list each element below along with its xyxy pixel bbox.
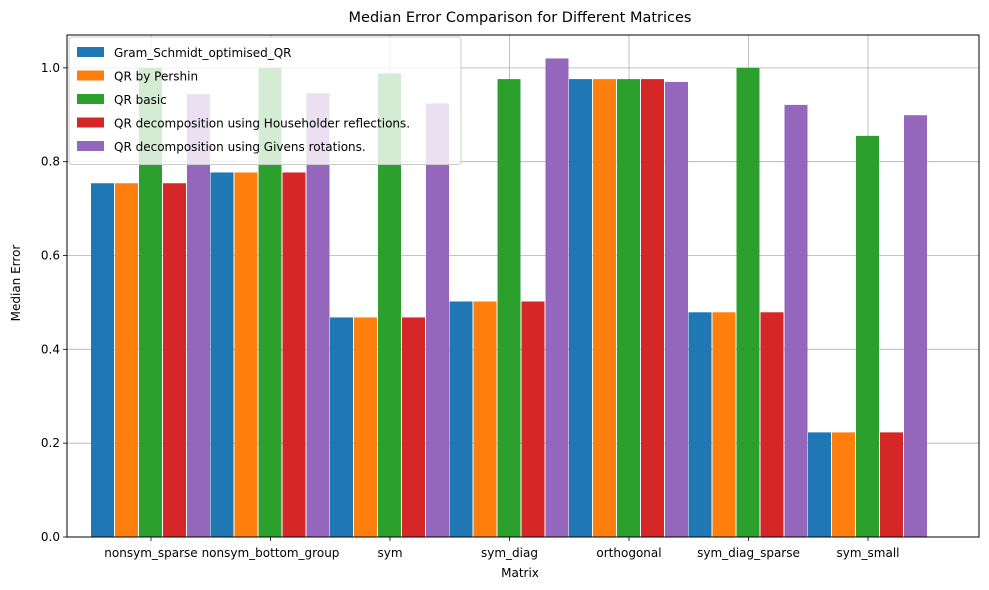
y-tick-label: 0.8 (41, 155, 60, 169)
bar-orthogonal-series-4 (665, 81, 688, 537)
legend-swatch (77, 117, 104, 128)
x-tick-label: sym_diag_sparse (697, 546, 800, 560)
bar-sym_small-series-3 (880, 432, 903, 537)
legend-swatch (77, 94, 104, 104)
legend-label: QR decomposition using Givens rotations. (114, 140, 366, 154)
plot-frame (66, 34, 980, 538)
bar-nonsym_sparse-series-1 (115, 183, 138, 537)
bar-sym_diag-series-2 (497, 79, 521, 537)
bar-nonsym_bottom_group-series-0 (210, 172, 234, 537)
bar-orthogonal-series-0 (569, 79, 592, 537)
bar-sym_small-series-2 (856, 135, 879, 538)
bar-sym_diag_sparse-series-1 (712, 312, 736, 537)
y-tick-label: 0.0 (41, 530, 60, 544)
legend-swatch (77, 141, 104, 151)
bar-nonsym_bottom_group-series-3 (282, 172, 306, 537)
bar-orthogonal-series-3 (641, 79, 664, 537)
bar-sym_diag-series-4 (545, 58, 569, 537)
x-tick-label: sym_small (836, 546, 899, 560)
y-tick-label: 1.0 (41, 61, 60, 75)
bar-sym-series-2 (378, 73, 401, 537)
x-tick-label: orthogonal (596, 546, 661, 560)
y-tick-label: 0.4 (41, 342, 60, 356)
bar-nonsym_bottom_group-series-4 (306, 93, 330, 538)
bar-nonsym_bottom_group-series-2 (258, 67, 282, 537)
y-tick-label: 0.6 (41, 249, 60, 263)
x-tick-label: sym_diag (481, 546, 538, 560)
legend-label: QR basic (114, 93, 167, 107)
bar-sym_diag-series-1 (473, 301, 497, 537)
bar-sym-series-0 (330, 317, 353, 537)
bar-sym_small-series-0 (808, 432, 831, 537)
bar-nonsym_sparse-series-3 (163, 183, 186, 537)
bar-sym_diag_sparse-series-2 (736, 67, 760, 537)
legend-label: QR by Pershin (114, 70, 198, 84)
bar-sym-series-1 (354, 317, 377, 537)
bar-nonsym_bottom_group-series-1 (234, 172, 258, 537)
x-axis-ticks: nonsym_sparse nonsym_bottom_group sym sym_d… (104, 537, 900, 560)
bar-nonsym_sparse-series-2 (139, 67, 162, 537)
y-axis-title: Median Error (9, 245, 23, 322)
bars (91, 58, 927, 538)
bar-nonsym_sparse-series-0 (91, 183, 114, 537)
x-tick-label: nonsym_bottom_group (202, 546, 340, 560)
y-axis-ticks: 0.0 0.2 0.4 0.6 0.8 1.0 (41, 61, 67, 544)
y-tick-label: 0.2 (41, 436, 60, 450)
bar-sym_small-series-1 (832, 432, 855, 537)
legend-label: QR decomposition using Householder refle… (114, 117, 410, 131)
bar-sym_diag_sparse-series-4 (784, 104, 808, 538)
legend-swatch (77, 47, 104, 57)
x-axis-title: Matrix (501, 566, 539, 580)
bar-orthogonal-series-1 (593, 79, 616, 537)
bar-sym-series-3 (402, 317, 425, 537)
bar-sym_diag-series-0 (449, 301, 473, 537)
legend-box (68, 36, 462, 165)
bar-orthogonal-series-2 (617, 79, 640, 537)
x-tick-label: sym (377, 546, 402, 560)
bar-sym_diag_sparse-series-3 (760, 312, 784, 537)
chart-title: Median Error Comparison for Different Ma… (349, 10, 692, 26)
bar-sym_diag_sparse-series-0 (688, 312, 712, 537)
bar-sym_diag-series-3 (521, 301, 545, 537)
bar-nonsym_sparse-series-4 (187, 94, 210, 538)
legend-label: Gram_Schmidt_optimised_QR (114, 46, 292, 60)
legend: Gram_Schmidt_optimised_QR QR by Pershin QR… (68, 36, 462, 165)
legend-swatch (77, 70, 104, 81)
bar-sym-series-4 (426, 103, 449, 538)
bar-sym_small-series-4 (904, 115, 927, 537)
x-tick-label: nonsym_sparse (104, 546, 197, 560)
